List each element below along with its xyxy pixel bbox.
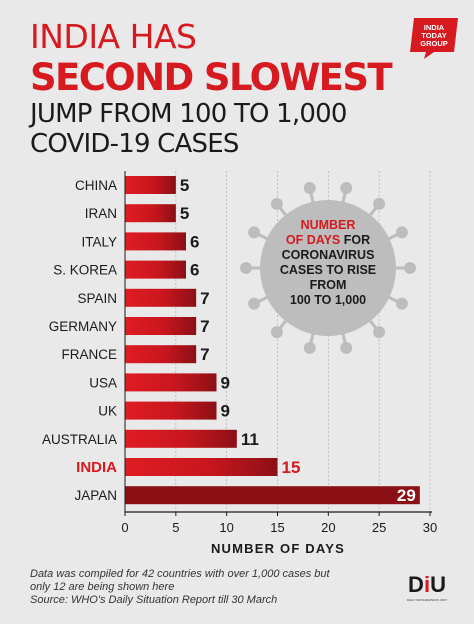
- diu-logo-text: DiU: [400, 572, 454, 598]
- data-label: 11: [241, 430, 259, 449]
- logo-line-1: INDIA: [423, 23, 445, 32]
- data-label: 29: [397, 486, 416, 505]
- category-label: JAPAN: [74, 488, 117, 503]
- data-label: 6: [190, 232, 199, 251]
- x-axis-label: NUMBER OF DAYS: [211, 541, 345, 556]
- category-label: INDIA: [76, 459, 117, 476]
- callout-text: NUMBER OF DAYS FOR CORONAVIRUS CASES TO …: [263, 218, 393, 308]
- title-line-1: INDIA HAS: [30, 17, 197, 56]
- x-tick-label: 25: [372, 520, 386, 535]
- data-label: 7: [200, 289, 209, 308]
- bar-japan: [125, 486, 420, 505]
- subtitle-line-2: COVID-19 CASES: [30, 129, 239, 159]
- category-label: USA: [89, 375, 117, 390]
- callout-line-5: FROM: [309, 278, 347, 292]
- footer-source: Source: WHO's Daily Situation Report til…: [30, 594, 278, 606]
- x-tick-label: 30: [423, 520, 437, 535]
- x-tick-label: 20: [321, 520, 335, 535]
- category-label: S. KOREA: [53, 263, 117, 278]
- category-label: UK: [98, 404, 117, 419]
- category-label: FRANCE: [61, 347, 117, 362]
- category-label: SPAIN: [77, 291, 117, 306]
- category-label: CHINA: [75, 178, 117, 193]
- logo-line-2: TODAY: [421, 31, 447, 40]
- bar-india: [125, 458, 278, 476]
- callout-line-3: CORONAVIRUS: [281, 248, 375, 262]
- bar-iran: [125, 204, 176, 223]
- callout-line-2: OF DAYS FOR: [286, 233, 370, 247]
- bar-china: [125, 176, 176, 194]
- data-label: 7: [200, 317, 209, 336]
- callout-line-2-dark: FOR: [340, 233, 371, 247]
- data-label: 15: [282, 458, 301, 477]
- callout-line-1: NUMBER: [300, 218, 356, 232]
- x-tick-label: 10: [219, 520, 233, 535]
- diu-letter-d: D: [408, 572, 424, 597]
- x-tick-label: 15: [270, 520, 284, 535]
- india-today-group-logo: INDIA TODAY GROUP: [408, 16, 460, 60]
- bar-uk: [125, 401, 217, 420]
- data-label: 5: [180, 204, 189, 223]
- title-line-2: SECOND SLOWEST: [30, 56, 393, 99]
- bar-germany: [125, 317, 197, 335]
- bar-france: [125, 345, 197, 364]
- bar-italy: [125, 232, 186, 251]
- category-label: ITALY: [81, 234, 117, 249]
- data-label: 5: [180, 176, 189, 195]
- chart-bars: CHINA 5 IRAN 5 ITALY 6 S. KOREA 6 SPAIN 7 GERMANY 7…: [42, 176, 420, 505]
- category-label: IRAN: [85, 206, 117, 221]
- bar-s-korea: [125, 260, 186, 279]
- callout-line-4: CASES TO RISE: [279, 263, 377, 277]
- subtitle-line-1: JUMP FROM 100 TO 1,000: [30, 99, 347, 129]
- diu-subtitle: DAILY INFOGRAPHICS UNIT: [407, 598, 447, 602]
- data-label: 9: [221, 373, 230, 392]
- category-label: GERMANY: [49, 319, 117, 334]
- diu-letter-i: i: [423, 572, 431, 597]
- logo-badge-icon: [410, 18, 458, 59]
- bar-usa: [125, 373, 217, 392]
- footer-line-2: only 12 are being shown here: [30, 581, 175, 593]
- chart-x-axis: 0 5 10 15 20 25 30: [121, 171, 437, 535]
- footer-line-1: Data was compiled for 42 countries with …: [30, 568, 330, 580]
- data-label: 7: [200, 345, 209, 364]
- logo-line-3: GROUP: [420, 39, 448, 48]
- callout-line-2-red: OF DAYS: [285, 233, 341, 247]
- footer-note: Data was compiled for 42 countries with …: [30, 568, 390, 607]
- x-tick-label: 5: [172, 520, 179, 535]
- bar-spain: [125, 288, 197, 307]
- chart-gridlines: [175, 171, 431, 512]
- x-tick-label: 0: [121, 520, 128, 535]
- diu-letter-u: U: [430, 572, 446, 597]
- category-label: AUSTRALIA: [42, 432, 117, 447]
- diu-badge: DiU DAILY INFOGRAPHICS UNIT: [400, 572, 454, 608]
- data-label: 9: [221, 402, 230, 421]
- bar-australia: [125, 429, 237, 448]
- data-label: 6: [190, 261, 199, 280]
- callout-line-6: 100 TO 1,000: [289, 293, 367, 307]
